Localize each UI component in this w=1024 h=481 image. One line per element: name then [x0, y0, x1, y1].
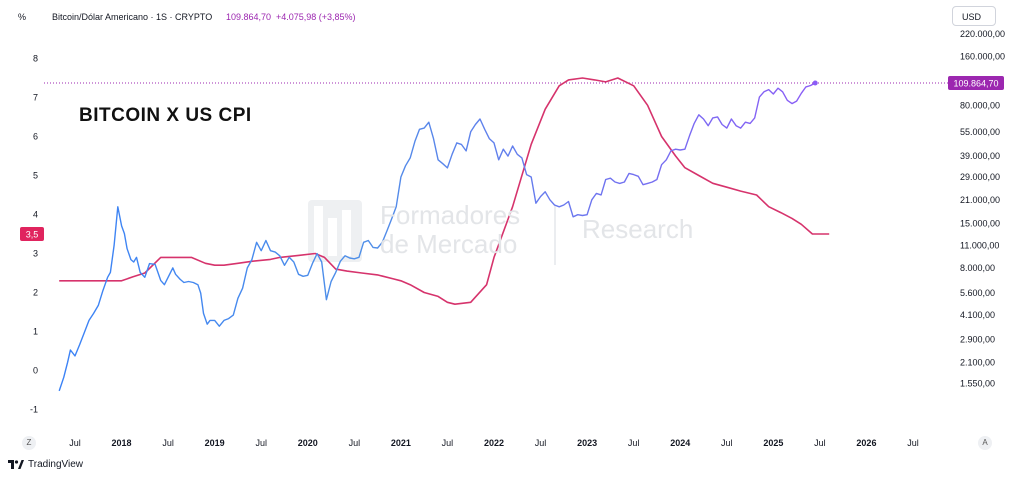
left-tick-label: 7	[33, 93, 38, 103]
current-cpi-text: 3,5	[26, 230, 39, 240]
auto-scale-button[interactable]: A	[978, 436, 992, 450]
left-tick-label: 8	[33, 54, 38, 64]
chart-overlay-title: BITCOIN X US CPI	[79, 105, 252, 126]
right-tick-label: 15.000,00	[960, 219, 1000, 229]
right-tick-label: 2.100,00	[960, 357, 995, 367]
x-tick-label: 2020	[298, 438, 318, 448]
tradingview-text: TradingView	[28, 459, 84, 470]
right-tick-label: 220.000,00	[960, 29, 1005, 39]
right-tick-label: 2.900,00	[960, 334, 995, 344]
current-cpi-badge	[20, 227, 44, 241]
left-unit-label: %	[18, 12, 27, 22]
current-price-badge	[948, 76, 1004, 90]
watermark-line2: de Mercado	[380, 229, 518, 259]
zoom-button[interactable]: Z	[22, 436, 36, 450]
current-price-text: 109.864,70	[953, 79, 998, 89]
right-tick-label: 29.000,00	[960, 172, 1000, 182]
x-tick-label: Jul	[628, 438, 640, 448]
x-tick-label: 2025	[763, 438, 783, 448]
x-axis: Jul 2018 Jul 2019 Jul 2020 Jul 2021 Jul 2022 Jul 20…	[69, 438, 919, 448]
x-tick-label: Jul	[442, 438, 454, 448]
watermark-line3: Research	[582, 214, 694, 244]
x-tick-label: 2021	[391, 438, 411, 448]
btc-last-point	[812, 80, 818, 86]
x-tick-label: 2022	[484, 438, 504, 448]
left-tick-label: 2	[33, 288, 38, 298]
left-axis: 8 7 6 5 4 3 2 1 0 -1	[30, 54, 38, 415]
symbol-label[interactable]: Bitcoin/Dólar Americano · 1S · CRYPTO	[52, 12, 213, 22]
x-tick-label: 2024	[670, 438, 690, 448]
x-tick-label: Jul	[814, 438, 826, 448]
x-tick-label: Jul	[721, 438, 733, 448]
tradingview-logo-icon	[8, 460, 24, 469]
right-tick-label: 21.000,00	[960, 195, 1000, 205]
tradingview-brand: TradingView	[8, 459, 83, 470]
price-change: +4.075,98 (+3,85%)	[276, 12, 356, 22]
right-tick-label: 160.000,00	[960, 51, 1005, 61]
series-layer	[58, 77, 830, 392]
cpi-line	[59, 77, 830, 306]
left-tick-label: -1	[30, 405, 38, 415]
right-tick-label: 4.100,00	[960, 310, 995, 320]
x-tick-label: 2019	[205, 438, 225, 448]
x-tick-label: Jul	[535, 438, 547, 448]
left-tick-label: 5	[33, 171, 38, 181]
x-tick-label: Jul	[255, 438, 267, 448]
x-tick-label: Jul	[907, 438, 919, 448]
right-tick-label: 5.600,00	[960, 288, 995, 298]
x-tick-label: 2026	[856, 438, 876, 448]
currency-selector[interactable]	[952, 6, 996, 26]
x-tick-label: 2018	[112, 438, 132, 448]
right-tick-label: 1.550,00	[960, 379, 995, 389]
x-tick-label: Jul	[162, 438, 174, 448]
right-tick-label: 39.000,00	[960, 151, 1000, 161]
watermark-line1: Formadores	[380, 200, 521, 230]
right-tick-label: 80.000,00	[960, 100, 1000, 110]
x-tick-label: Jul	[349, 438, 361, 448]
left-tick-label: 1	[33, 327, 38, 337]
x-tick-label: 2023	[577, 438, 597, 448]
left-tick-label: 4	[33, 210, 38, 220]
right-tick-label: 8.000,00	[960, 263, 995, 273]
btc-price-line	[58, 82, 816, 392]
right-tick-label: 11.000,00	[960, 240, 999, 250]
left-tick-label: 0	[33, 366, 38, 376]
value-labels: 109.864,70 3,5	[20, 76, 1004, 241]
watermark-logo	[308, 200, 556, 265]
currency-label: USD	[962, 12, 982, 22]
x-tick-label: Jul	[69, 438, 81, 448]
last-price: 109.864,70	[226, 12, 272, 22]
left-tick-label: 3	[33, 249, 38, 259]
right-tick-label: 55.000,00	[960, 127, 1000, 137]
left-tick-label: 6	[33, 132, 38, 142]
right-axis: 220.000,00160.000,00110.000,0080.000,005…	[960, 29, 1005, 389]
